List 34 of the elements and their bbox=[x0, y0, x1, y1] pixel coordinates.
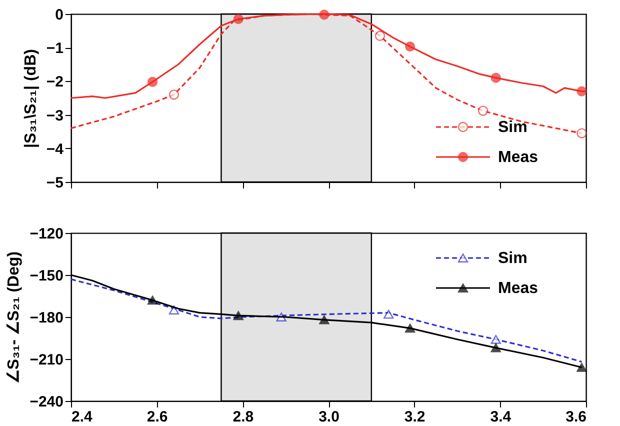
y-tick-label: −5 bbox=[46, 174, 64, 192]
y-tick-label: −150 bbox=[30, 268, 64, 284]
point bbox=[319, 10, 330, 20]
point bbox=[478, 106, 488, 116]
x-tick-label: 3.2 bbox=[404, 408, 426, 426]
x-tick-label: 3.4 bbox=[490, 408, 512, 426]
x-tick-label: 3.0 bbox=[318, 408, 340, 426]
y-axis-title: |S₃₁\S₂₁| (dB) bbox=[22, 49, 40, 148]
point bbox=[490, 72, 501, 83]
legend-label: Meas bbox=[498, 149, 538, 166]
legend-label: Meas bbox=[498, 280, 538, 297]
y-tick-label: −120 bbox=[30, 226, 64, 242]
x-tick-label: 2.6 bbox=[146, 408, 168, 426]
y-tick-label: −3 bbox=[46, 107, 64, 124]
legend-label: Sim bbox=[498, 119, 528, 136]
y-tick-label: −210 bbox=[30, 352, 64, 368]
point bbox=[576, 128, 587, 138]
y-axis-title: ∠S₃₁- ∠S₂₁ (Deg) bbox=[6, 251, 23, 384]
point bbox=[374, 30, 386, 41]
y-tick-label: −2 bbox=[46, 74, 64, 91]
point bbox=[404, 42, 416, 52]
y-tick-label: −240 bbox=[30, 394, 64, 410]
point bbox=[233, 14, 244, 24]
x-tick-label: 2.8 bbox=[232, 408, 254, 426]
x-tick-label: 2.4 bbox=[72, 408, 94, 426]
y-tick-label: −180 bbox=[30, 310, 64, 326]
y-tick-label: −1 bbox=[46, 40, 64, 58]
y-tick-label: 0 bbox=[55, 6, 64, 24]
legend-label: Sim bbox=[498, 250, 528, 267]
x-tick-label: 3.6 bbox=[566, 408, 586, 426]
point bbox=[168, 90, 180, 100]
point bbox=[147, 76, 158, 87]
point bbox=[576, 86, 587, 96]
y-tick-label: −4 bbox=[46, 140, 64, 158]
